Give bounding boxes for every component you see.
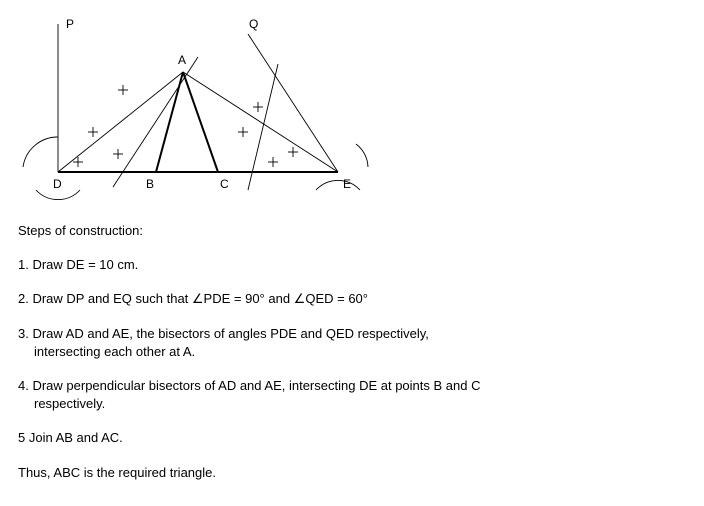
- svg-text:A: A: [178, 53, 186, 67]
- construction-figure: D B C E A P Q: [18, 12, 378, 202]
- svg-text:P: P: [66, 17, 74, 31]
- step-1: 1. Draw DE = 10 cm.: [18, 256, 686, 274]
- step-3: 3. Draw AD and AE, the bisectors of angl…: [18, 325, 686, 361]
- step-3-line2: intersecting each other at A.: [18, 344, 195, 359]
- svg-text:C: C: [220, 177, 229, 191]
- step-4: 4. Draw perpendicular bisectors of AD an…: [18, 377, 686, 413]
- svg-text:B: B: [146, 177, 154, 191]
- step-2: 2. Draw DP and EQ such that ∠PDE = 90° a…: [18, 290, 686, 308]
- svg-text:D: D: [53, 177, 62, 191]
- steps-container: Steps of construction: 1. Draw DE = 10 c…: [18, 222, 686, 482]
- step-3-line1: 3. Draw AD and AE, the bisectors of angl…: [18, 326, 429, 341]
- step-5: 5 Join AB and AC.: [18, 429, 686, 447]
- conclusion: Thus, ABC is the required triangle.: [18, 464, 686, 482]
- step-4-line2: respectively.: [18, 396, 105, 411]
- steps-heading: Steps of construction:: [18, 222, 686, 240]
- step-4-line1: 4. Draw perpendicular bisectors of AD an…: [18, 378, 480, 393]
- svg-text:E: E: [343, 177, 351, 191]
- svg-text:Q: Q: [249, 17, 258, 31]
